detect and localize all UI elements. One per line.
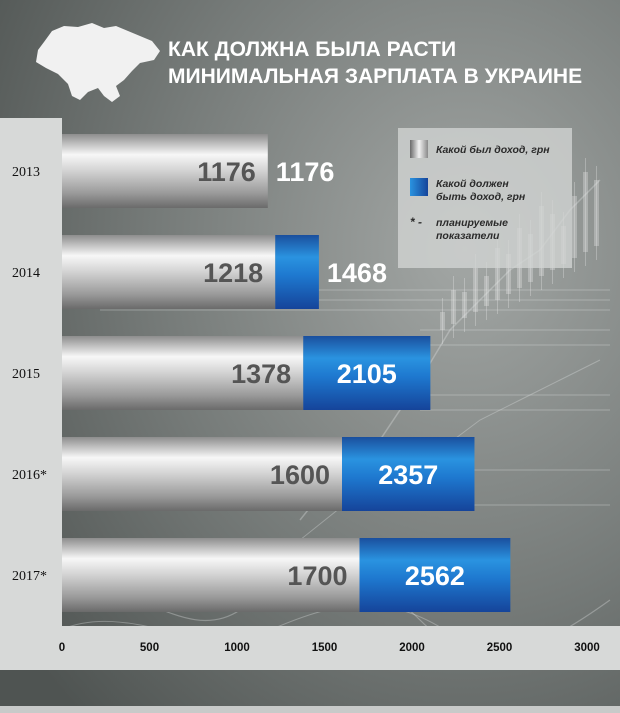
bar-actual [62, 134, 268, 208]
data-label-expected: 1468 [327, 258, 387, 288]
legend-label-expected-line-1: Какой должен [436, 178, 509, 190]
decor-candle [451, 290, 456, 324]
bar-actual [62, 437, 342, 511]
bar-expected [275, 235, 319, 309]
data-label-actual: 1176 [197, 157, 256, 187]
decor-candle-wick [585, 158, 586, 266]
bottom-border [0, 706, 620, 713]
bar-actual [62, 538, 360, 612]
legend-label-expected-line-2: быть доход, грн [436, 191, 526, 203]
category-label: 2013 [12, 165, 40, 180]
x-tick-label: 0 [59, 642, 65, 654]
legend-swatch-actual [410, 140, 428, 158]
decor-candle-wick [508, 240, 509, 308]
x-axis-ticks: 0 500 1000 1500 2000 2500 3000 [59, 642, 600, 654]
x-tick-label: 1500 [312, 642, 338, 654]
ukraine-map-icon [36, 23, 160, 102]
legend-note-marker: * - [410, 215, 422, 229]
legend-label-actual: Какой был доход, грн [436, 144, 550, 156]
decor-candle [506, 254, 511, 294]
decor-candle [462, 292, 467, 318]
decor-candle-wick [596, 166, 597, 260]
data-label-expected: 2357 [378, 460, 438, 490]
decor-candle [473, 268, 478, 312]
x-tick-label: 3000 [574, 642, 600, 654]
decor-candle-wick [442, 298, 443, 344]
bar-expected [342, 437, 475, 511]
category-label: 2015 [12, 367, 40, 382]
category-label: 2016* [12, 468, 47, 483]
legend-note-line-2: показатели [436, 230, 500, 242]
decor-candle [440, 312, 445, 330]
bar-actual [62, 336, 304, 410]
bar-expected [303, 336, 431, 410]
decor-candle [594, 180, 599, 246]
data-label-actual: 1600 [270, 460, 330, 490]
x-tick-label: 1000 [224, 642, 250, 654]
category-column [0, 118, 62, 626]
data-label-actual: 1700 [287, 561, 347, 591]
decor-candle [583, 172, 588, 252]
decor-candle-wick [475, 254, 476, 326]
category-label: 2017* [12, 569, 47, 584]
legend-swatch-expected [410, 178, 428, 196]
category-labels: 2013 2014 2015 2016* 2017* [12, 165, 47, 584]
bar-expected [359, 538, 511, 612]
x-tick-label: 2500 [487, 642, 513, 654]
legend: Какой был доход, грн Какой должен быть д… [398, 128, 572, 268]
data-label-expected: 1176 [276, 157, 335, 187]
bars: 1176 1176 1218 1468 1378 2105 1600 2357 1700 2562 [62, 134, 511, 612]
decor-candle [484, 276, 489, 306]
chart-title-line-2: МИНИМАЛЬНАЯ ЗАРПЛАТА В УКРАИНЕ [168, 65, 582, 88]
x-tick-label: 500 [140, 642, 159, 654]
data-label-actual: 1218 [203, 258, 263, 288]
decor-candle-wick [453, 276, 454, 338]
decor-candle [495, 248, 500, 300]
decor-candle-wick [497, 234, 498, 314]
data-label-actual: 1378 [231, 359, 291, 389]
decor-candle-wick [464, 278, 465, 332]
x-axis-strip [0, 626, 620, 670]
decor-candle-wick [486, 262, 487, 320]
bar-actual [62, 235, 276, 309]
x-tick-label: 2000 [399, 642, 425, 654]
chart-title-line-1: КАК ДОЛЖНА БЫЛА РАСТИ [168, 38, 456, 61]
data-label-expected: 2562 [405, 561, 465, 591]
decor-candle-wick [574, 182, 575, 272]
data-label-expected: 2105 [337, 359, 397, 389]
category-label: 2014 [12, 266, 40, 281]
decor-candle [572, 196, 577, 258]
legend-note-line-1: планируемые [436, 217, 508, 229]
